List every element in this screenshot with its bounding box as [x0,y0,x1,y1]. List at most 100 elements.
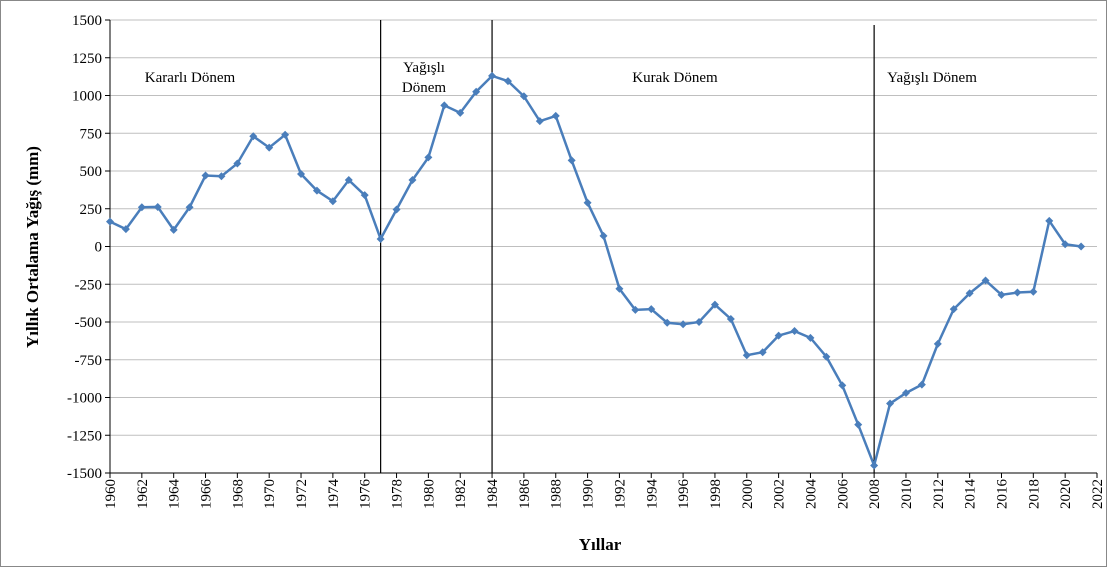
marker [233,159,242,168]
x-tick-label: 2002 [772,479,788,509]
marker [631,305,640,314]
marker [981,276,990,285]
marker [917,380,926,389]
marker [201,171,210,180]
annotation: Yağışlı [403,60,445,76]
marker [169,225,178,234]
marker [679,320,688,329]
marker [1061,240,1070,249]
marker [488,71,497,80]
marker [886,399,895,408]
y-tick-label: 250 [80,202,103,218]
marker [281,130,290,139]
marker [106,217,114,226]
marker [726,314,735,323]
marker [567,156,576,165]
marker [790,327,799,336]
marker [551,111,560,120]
x-tick-label: 1984 [485,479,501,510]
x-tick-label: 1962 [135,479,151,509]
marker [1029,287,1038,296]
marker [742,351,751,360]
marker [822,352,831,361]
y-tick-label: -500 [75,315,103,331]
marker [344,176,353,185]
marker [249,132,258,141]
marker [854,420,863,429]
x-tick-label: 1988 [549,479,565,509]
x-tick-label: 1994 [644,479,660,510]
x-tick-label: 1982 [453,479,469,509]
x-axis-title: Yıllar [579,535,622,554]
x-tick-label: 1974 [326,479,342,510]
x-tick-label: 1960 [103,479,119,509]
y-tick-label: -250 [75,277,103,293]
y-tick-label: 0 [95,240,103,256]
marker [806,333,815,342]
x-tick-label: 1966 [199,479,215,510]
x-tick-label: 2010 [899,479,915,509]
marker [456,108,465,117]
marker [901,388,910,397]
marker [424,153,433,162]
marker [647,305,656,314]
x-tick-label: 1964 [167,479,183,510]
annotation: Yağışlı Dönem [887,70,977,86]
x-tick-label: 1998 [708,479,724,509]
marker [838,381,847,390]
marker [503,77,512,86]
y-tick-label: -750 [75,353,103,369]
x-tick-label: 2012 [931,479,947,509]
x-tick-label: 1978 [390,479,406,509]
x-tick-label: 1992 [612,479,628,509]
marker [440,101,449,110]
marker [137,203,146,212]
y-tick-label: 750 [80,126,103,142]
marker [392,205,401,214]
marker [328,197,337,206]
marker [599,231,608,240]
marker [535,117,544,126]
marker [121,225,130,234]
marker [297,170,306,179]
y-tick-label: 500 [80,164,103,180]
marker [997,290,1006,299]
x-tick-label: 2016 [994,479,1010,510]
x-tick-label: 1972 [294,479,310,509]
x-tick-label: 1968 [230,479,246,509]
marker [710,300,719,309]
x-tick-label: 1996 [676,479,692,510]
y-tick-label: -1500 [67,466,102,482]
y-tick-label: -1000 [67,391,102,407]
y-tick-label: 1250 [72,51,102,67]
x-tick-label: 1986 [517,479,533,510]
x-tick-label: 1970 [262,479,278,509]
annotation: Dönem [402,80,446,96]
marker [870,461,879,470]
x-tick-label: 2020 [1058,479,1074,509]
marker [472,87,481,96]
marker [758,348,767,357]
marker [583,198,592,207]
x-tick-label: 2018 [1026,479,1042,509]
marker [153,202,162,211]
marker [695,318,704,326]
x-tick-label: 1980 [421,479,437,509]
x-tick-label: 2008 [867,479,883,509]
marker [519,92,528,101]
marker [615,284,624,293]
marker [1077,242,1086,251]
annotation: Kararlı Dönem [145,70,236,86]
marker [408,176,417,185]
x-tick-label: 1976 [358,479,374,510]
marker [663,318,672,327]
marker [265,143,274,152]
y-tick-label: 1000 [72,89,102,105]
marker [965,289,974,298]
marker [360,191,369,200]
marker [1013,288,1022,297]
y-tick-label: 1500 [72,13,102,29]
marker [1045,216,1054,225]
